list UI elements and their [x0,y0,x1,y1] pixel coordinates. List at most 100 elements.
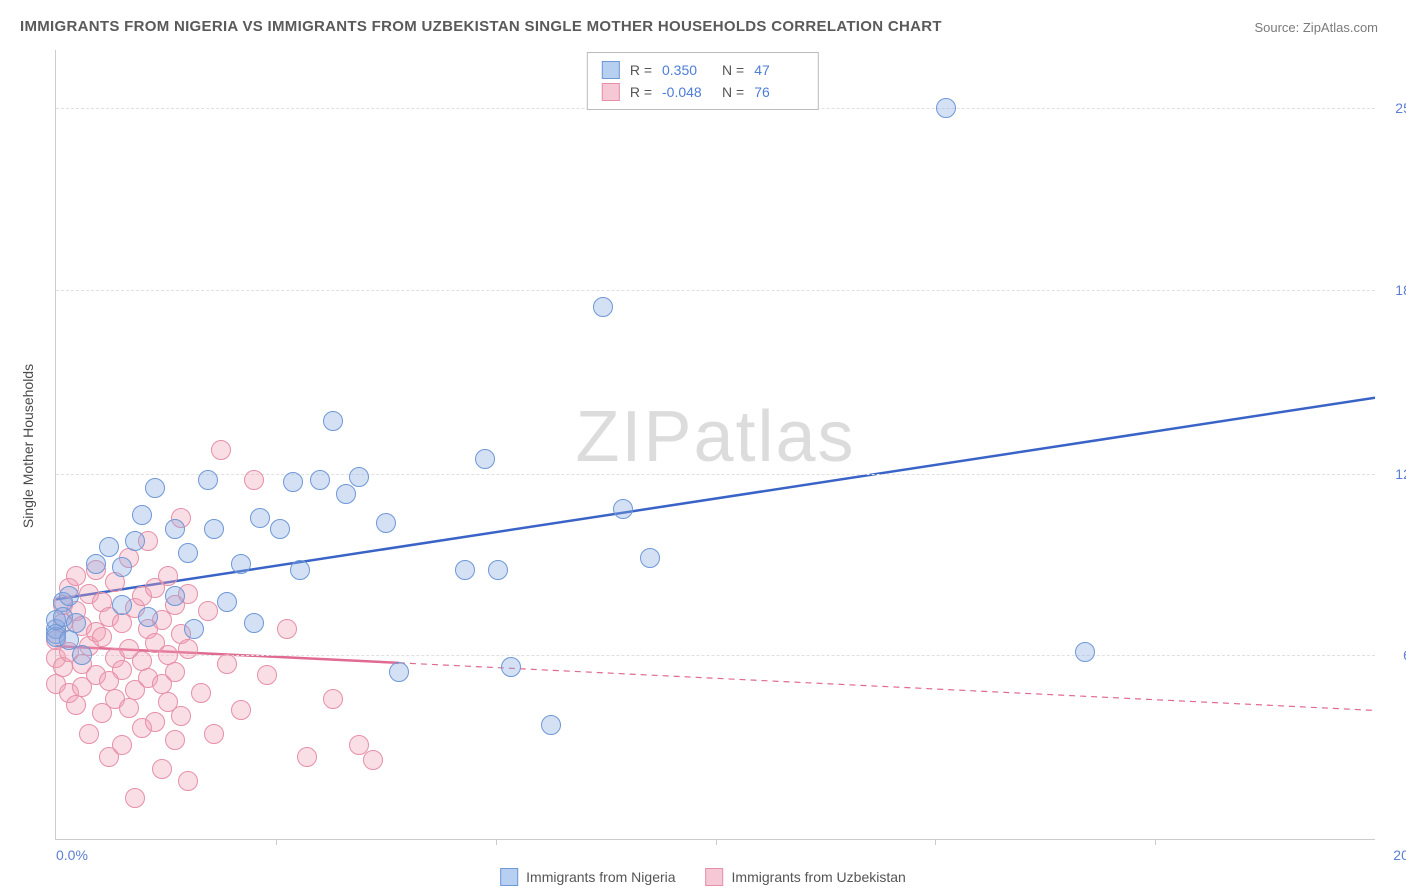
scatter-point-nigeria [198,470,218,490]
legend-r-label: R = [630,59,652,81]
x-tick-mark [496,839,497,845]
source-attribution: Source: ZipAtlas.com [1254,20,1378,35]
scatter-point-nigeria [184,619,204,639]
scatter-point-nigeria [244,613,264,633]
scatter-point-nigeria [112,595,132,615]
scatter-point-nigeria [86,554,106,574]
scatter-point-nigeria [165,586,185,606]
scatter-point-uzbekistan [363,750,383,770]
scatter-point-nigeria [132,505,152,525]
scatter-point-nigeria [290,560,310,580]
scatter-point-nigeria [217,592,237,612]
scatter-point-nigeria [270,519,290,539]
scatter-point-nigeria [1075,642,1095,662]
y-tick-label: 25.0% [1380,100,1406,116]
x-tick-mark [716,839,717,845]
scatter-point-uzbekistan [171,706,191,726]
x-tick-mark [276,839,277,845]
scatter-point-uzbekistan [79,724,99,744]
scatter-point-uzbekistan [211,440,231,460]
scatter-point-uzbekistan [112,660,132,680]
legend-r-label: R = [630,81,652,103]
scatter-point-nigeria [936,98,956,118]
legend-r-value-nigeria: 0.350 [662,59,712,81]
scatter-point-nigeria [541,715,561,735]
legend-row-nigeria: R = 0.350 N = 47 [602,59,804,81]
legend-swatch-uzbekistan [602,83,620,101]
scatter-point-nigeria [59,586,79,606]
correlation-legend: R = 0.350 N = 47 R = -0.048 N = 76 [587,52,819,110]
scatter-point-uzbekistan [119,698,139,718]
scatter-point-uzbekistan [158,566,178,586]
x-tick-label: 20.0% [1393,847,1406,863]
scatter-point-uzbekistan [152,759,172,779]
scatter-point-uzbekistan [198,601,218,621]
scatter-point-uzbekistan [92,627,112,647]
chart-title: IMMIGRANTS FROM NIGERIA VS IMMIGRANTS FR… [20,18,942,35]
scatter-point-nigeria [72,645,92,665]
scatter-point-uzbekistan [178,639,198,659]
legend-n-value-uzbekistan: 76 [754,81,804,103]
scatter-point-uzbekistan [178,771,198,791]
scatter-point-uzbekistan [323,689,343,709]
scatter-point-nigeria [165,519,185,539]
scatter-point-nigeria [376,513,396,533]
y-tick-label: 12.5% [1380,466,1406,482]
scatter-point-nigeria [640,548,660,568]
y-tick-label: 6.3% [1380,647,1406,663]
scatter-point-nigeria [145,478,165,498]
scatter-point-nigeria [389,662,409,682]
scatter-point-uzbekistan [204,724,224,744]
legend-n-label: N = [722,59,744,81]
scatter-point-nigeria [323,411,343,431]
scatter-point-uzbekistan [125,788,145,808]
legend-item-uzbekistan: Immigrants from Uzbekistan [706,868,906,886]
legend-swatch-nigeria [602,61,620,79]
scatter-point-uzbekistan [217,654,237,674]
legend-swatch-uzbekistan [706,868,724,886]
scatter-point-nigeria [475,449,495,469]
scatter-point-nigeria [501,657,521,677]
scatter-point-uzbekistan [231,700,251,720]
scatter-point-nigeria [231,554,251,574]
trend-line-uzbekistan-dashed [399,663,1375,711]
legend-label-nigeria: Immigrants from Nigeria [526,869,675,885]
scatter-point-uzbekistan [277,619,297,639]
scatter-point-nigeria [125,531,145,551]
scatter-point-nigeria [112,557,132,577]
scatter-point-nigeria [99,537,119,557]
scatter-point-uzbekistan [112,735,132,755]
scatter-point-uzbekistan [66,566,86,586]
scatter-point-nigeria [488,560,508,580]
y-tick-label: 18.8% [1380,282,1406,298]
scatter-point-nigeria [455,560,475,580]
legend-item-nigeria: Immigrants from Nigeria [500,868,675,886]
scatter-point-nigeria [204,519,224,539]
scatter-point-nigeria [613,499,633,519]
x-tick-mark [935,839,936,845]
scatter-point-nigeria [336,484,356,504]
scatter-point-nigeria [310,470,330,490]
legend-r-value-uzbekistan: -0.048 [662,81,712,103]
scatter-point-uzbekistan [297,747,317,767]
scatter-point-uzbekistan [145,712,165,732]
scatter-point-nigeria [283,472,303,492]
scatter-point-uzbekistan [165,730,185,750]
series-legend: Immigrants from Nigeria Immigrants from … [500,868,906,886]
scatter-point-uzbekistan [66,695,86,715]
y-axis-label: Single Mother Households [20,364,36,528]
legend-row-uzbekistan: R = -0.048 N = 76 [602,81,804,103]
legend-swatch-nigeria [500,868,518,886]
scatter-point-uzbekistan [257,665,277,685]
scatter-point-uzbekistan [165,662,185,682]
scatter-point-nigeria [250,508,270,528]
legend-n-label: N = [722,81,744,103]
scatter-point-uzbekistan [191,683,211,703]
scatter-plot-area: ZIPatlas 6.3%12.5%18.8%25.0%0.0%20.0% [55,50,1375,840]
scatter-point-uzbekistan [244,470,264,490]
scatter-point-nigeria [178,543,198,563]
scatter-point-nigeria [349,467,369,487]
x-tick-mark [1155,839,1156,845]
scatter-point-nigeria [138,607,158,627]
legend-label-uzbekistan: Immigrants from Uzbekistan [732,869,906,885]
